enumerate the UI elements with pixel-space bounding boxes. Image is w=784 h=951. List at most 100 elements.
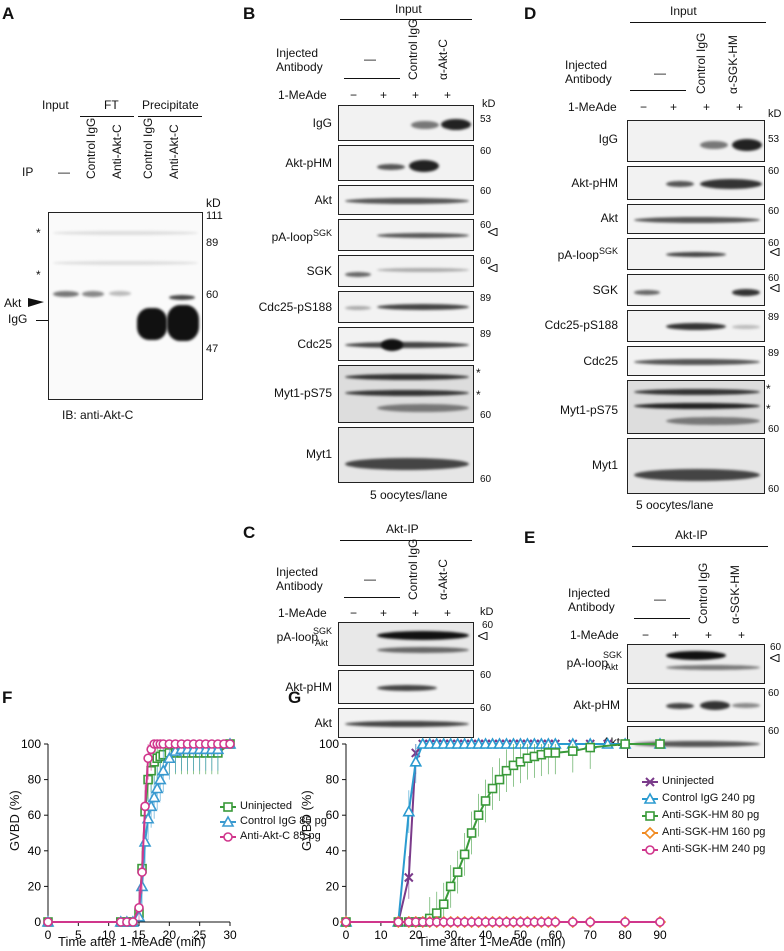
chart-f-point <box>150 781 164 794</box>
chart-f-point <box>156 764 170 776</box>
igg-tick-a <box>36 320 48 321</box>
lane-b1: — <box>364 52 376 66</box>
blot-e-pa-loop <box>627 644 765 684</box>
panel-letter-c: C <box>243 523 256 542</box>
injected-d: Injected <box>565 58 608 72</box>
kd-label-c: kD <box>480 606 494 618</box>
blot-b-akt <box>338 185 474 215</box>
lane-a2: Control IgG <box>84 117 98 179</box>
chart-g-legend-marker <box>645 845 655 855</box>
chart-g-point <box>655 917 665 927</box>
sign-e4: + <box>738 628 746 642</box>
chart-g-x-tick-label: 0 <box>343 928 350 942</box>
blot-b-akt-phm <box>338 145 474 181</box>
mead-b: 1-MeAde <box>278 88 327 102</box>
caption-a: IB: anti-Akt-C <box>62 408 134 422</box>
chart-g: 0 20 40 60 80 100 0 10 20 30 40 50 60 70 80 90 <box>319 737 667 942</box>
header-precipitate: Precipitate <box>142 98 199 112</box>
star-d2: * <box>766 402 771 416</box>
mw-e-pa-loop: 60 <box>770 642 782 653</box>
band <box>377 647 469 653</box>
band <box>666 323 726 330</box>
mw-d-pa-loop: 60 <box>768 238 780 249</box>
chart-f-legend-marker <box>223 832 233 842</box>
row-e-sub-sgk: SGK <box>603 650 623 660</box>
chart-g-point <box>655 739 665 749</box>
chart-g-x-tick-label: 40 <box>479 928 493 942</box>
band <box>441 119 471 130</box>
chart-f-point <box>138 835 152 847</box>
akt-label-a: Akt <box>4 296 22 310</box>
injected-e: Injected <box>568 586 611 600</box>
sgk-superscript: SGK <box>312 228 332 238</box>
band <box>345 458 469 470</box>
open-arrowhead-icon <box>488 264 498 272</box>
band <box>345 721 469 727</box>
chart-f-y-tick-label: 80 <box>28 773 42 787</box>
band <box>377 164 405 170</box>
row-d-myt1: Myt1 <box>591 458 618 472</box>
injected-b: Injected <box>276 46 319 60</box>
chart-f-legend-marker <box>221 815 235 827</box>
chart-f: 0 20 40 60 80 100 0 5 10 15 20 25 30 <box>21 737 237 942</box>
band <box>345 306 371 310</box>
chart-g-y-tick-label: 80 <box>326 773 340 787</box>
chart-g-y-tick-label: 100 <box>319 737 339 751</box>
chart-g-point <box>585 742 596 753</box>
band <box>700 701 730 710</box>
chart-g-point <box>402 804 416 817</box>
antibody-d: Antibody <box>565 72 612 86</box>
blot-c-akt-phm <box>338 670 474 704</box>
mw-e-akt: 60 <box>768 726 780 737</box>
ft-underline <box>80 116 134 117</box>
band <box>345 342 469 348</box>
chart-f-x-tick-label: 25 <box>193 928 207 942</box>
chart-g-point <box>567 917 578 927</box>
chart-f-legend-3: Anti-Akt-C 85 pg <box>240 830 321 842</box>
chart-g-point <box>466 828 477 838</box>
mw-c-pa-loop: 60 <box>482 620 494 631</box>
sign-b1: − <box>350 88 358 102</box>
header-ft: FT <box>104 98 119 112</box>
chart-g-y-tick-label: 40 <box>326 844 340 858</box>
mw-b-cdc25-ps188: 89 <box>480 293 492 304</box>
band <box>666 651 726 660</box>
chart-f-point <box>143 753 153 764</box>
chart-f-point <box>137 867 147 877</box>
blot-d-myt1 <box>627 438 765 494</box>
mw-b-igg: 53 <box>480 114 492 125</box>
chart-g-legend-marker <box>645 777 655 787</box>
chart-f-legend-marker <box>223 802 233 812</box>
chart-g-x-tick-label: 30 <box>444 928 458 942</box>
panel-letter-b: B <box>243 4 256 23</box>
mw-d-myt1: 60 <box>768 484 780 495</box>
chart-f-x-tick-label: 5 <box>75 928 82 942</box>
row-d-cdc25-ps188: Cdc25-pS188 <box>544 318 618 332</box>
band <box>167 305 199 341</box>
row-b-cdc25-ps188: Cdc25-pS188 <box>258 300 332 314</box>
row-b-myt1-ps75: Myt1-pS75 <box>273 386 332 400</box>
chart-f-y-tick-label: 0 <box>34 915 41 929</box>
open-arrowhead-icon <box>478 632 488 640</box>
sign-d2: + <box>670 100 678 114</box>
input-underline-b <box>340 19 472 20</box>
chart-g-point <box>438 899 449 909</box>
lane-e1-underline <box>634 618 690 619</box>
band <box>345 272 371 277</box>
chart-g-point <box>480 796 491 806</box>
band <box>381 339 403 351</box>
mead-e: 1-MeAde <box>570 628 619 642</box>
lane-d1: — <box>654 66 666 80</box>
row-d-igg: IgG <box>598 132 618 146</box>
chart-f-point <box>225 739 235 749</box>
chart-g-legend-marker <box>645 811 655 821</box>
band <box>634 217 760 223</box>
chart-f-y-tick-label: 40 <box>28 844 42 858</box>
chart-g-legend-1: Uninjected <box>662 775 714 787</box>
blot-a <box>48 212 203 400</box>
open-arrowhead-icon <box>770 654 780 662</box>
row-d-myt1-ps75: Myt1-pS75 <box>559 403 618 417</box>
mw-a-60: 60 <box>206 289 219 301</box>
band <box>700 179 762 189</box>
star-a2: * <box>36 268 41 282</box>
